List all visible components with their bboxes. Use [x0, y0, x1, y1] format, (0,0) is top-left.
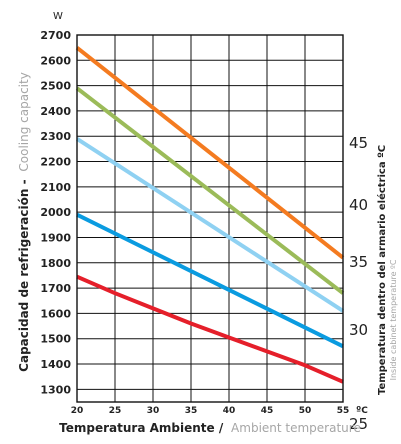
right-tick-label: 35 — [349, 253, 368, 271]
x-axis-title: Temperatura Ambiente / Ambient temperatu… — [59, 421, 361, 435]
y-tick-labels: 1300 1400 1500 1600 1700 1800 1900 2000 2100 2200… — [40, 29, 71, 396]
y-tick-label: 1400 — [40, 358, 71, 371]
right-tick-label: 30 — [349, 321, 368, 339]
right-axis-title-light: Inside cabinet temperature ºC — [389, 259, 398, 380]
y-tick-label: 2200 — [40, 156, 71, 169]
y-tick-label: 1600 — [40, 307, 71, 320]
y-tick-label: 1700 — [40, 282, 71, 295]
y-tick-label: 2000 — [40, 206, 71, 219]
y-tick-label: 2700 — [40, 29, 71, 42]
y-axis-title: Capacidad de refrigeración - Cooling cap… — [17, 72, 31, 372]
x-tick-label: 30 — [147, 406, 160, 416]
x-unit-label: ºC — [356, 406, 368, 416]
y-tick-label: 1500 — [40, 333, 71, 346]
series-line — [76, 274, 344, 384]
series-line — [75, 86, 345, 295]
y-tick-label: 2500 — [40, 80, 71, 93]
y-tick-label: 1800 — [40, 257, 71, 270]
x-tick-label: 20 — [71, 406, 84, 416]
x-tick-label: 25 — [109, 406, 122, 416]
y-axis-title-bold: Capacidad de refrigeración - — [17, 179, 31, 371]
x-tick-label: 40 — [223, 406, 236, 416]
y-tick-label: 2300 — [40, 130, 71, 143]
x-axis-title-bold: Temperatura Ambiente / — [59, 421, 224, 435]
series-layer — [75, 46, 345, 384]
right-axis-title-bold: Temperatura dentro del armario eléctrica… — [376, 145, 388, 395]
plot-frame — [76, 34, 344, 403]
series-line — [75, 137, 345, 313]
x-tick-label: 45 — [261, 406, 274, 416]
x-axis-title-light: Ambient temperature — [231, 421, 361, 435]
right-tick-label: 45 — [349, 134, 368, 152]
y-tick-label: 1300 — [40, 383, 71, 396]
grid-layer — [76, 34, 344, 402]
y-axis-title-light: Cooling capacity — [17, 72, 31, 171]
y-unit-label: W — [53, 11, 63, 22]
right-tick-label: 25 — [349, 415, 368, 433]
x-tick-label: 55 — [337, 406, 350, 416]
y-tick-label: 2400 — [40, 105, 71, 118]
right-tick-label: 40 — [349, 196, 368, 214]
series-line — [75, 46, 345, 260]
y-tick-label: 2100 — [40, 181, 71, 194]
y-tick-label: 1900 — [40, 231, 71, 244]
right-tick-labels: 25 30 35 40 45 — [349, 134, 368, 433]
x-tick-label: 35 — [185, 406, 198, 416]
y-tick-label: 2600 — [40, 54, 71, 67]
x-tick-label: 50 — [299, 406, 312, 416]
x-tick-labels: 20 25 30 35 40 45 50 55 — [71, 406, 350, 416]
series-line — [76, 212, 344, 349]
